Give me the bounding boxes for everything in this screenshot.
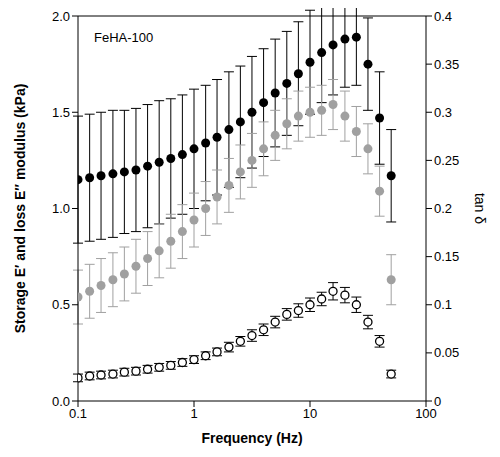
svg-text:0.2: 0.2 (434, 201, 452, 216)
svg-text:10: 10 (303, 406, 317, 421)
svg-text:1: 1 (190, 406, 197, 421)
svg-text:Frequency (Hz): Frequency (Hz) (201, 430, 302, 446)
svg-text:0.4: 0.4 (434, 9, 452, 24)
svg-text:1.0: 1.0 (52, 201, 70, 216)
svg-text:100: 100 (415, 406, 437, 422)
html-text:FeHA-100: FeHA-100 (94, 30, 154, 45)
svg-text:0.1: 0.1 (69, 406, 87, 421)
svg-text:2.0: 2.0 (52, 9, 70, 24)
svg-text:0: 0 (434, 394, 441, 409)
svg-text:0.1: 0.1 (434, 297, 452, 312)
svg-text:tan δ: tan δ (472, 193, 488, 224)
svg-text:0.05: 0.05 (434, 345, 459, 360)
svg-text:0.5: 0.5 (52, 297, 70, 312)
svg-text:0.25: 0.25 (434, 153, 459, 168)
svg-text:0.3: 0.3 (434, 105, 452, 120)
svg-text:0.0: 0.0 (52, 394, 70, 409)
svg-text:1.5: 1.5 (52, 105, 70, 120)
svg-text:0.35: 0.35 (434, 57, 459, 72)
svg-text:0.15: 0.15 (434, 249, 459, 264)
svg-text:Storage E′ and loss E″ modulus: Storage E′ and loss E″ modulus (kPa) (12, 84, 28, 334)
